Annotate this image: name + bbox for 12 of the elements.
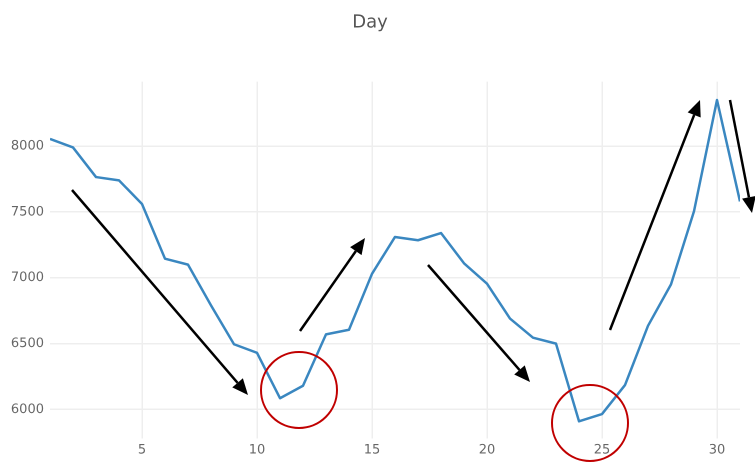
chart-title: Day — [352, 11, 388, 32]
x-tick-label: 25 — [594, 442, 610, 458]
y-tick-label: 7000 — [10, 270, 44, 286]
x-tick-label: 15 — [364, 442, 380, 458]
x-tick-label: 5 — [138, 442, 146, 458]
x-tick-label: 10 — [248, 442, 266, 458]
y-tick-label: 8000 — [10, 138, 44, 154]
x-tick-label: 20 — [478, 442, 496, 458]
x-tick-label: 30 — [708, 442, 726, 458]
y-tick-label: 7500 — [10, 204, 44, 220]
y-tick-label: 6500 — [10, 336, 44, 351]
y-tick-label: 6000 — [10, 402, 44, 417]
